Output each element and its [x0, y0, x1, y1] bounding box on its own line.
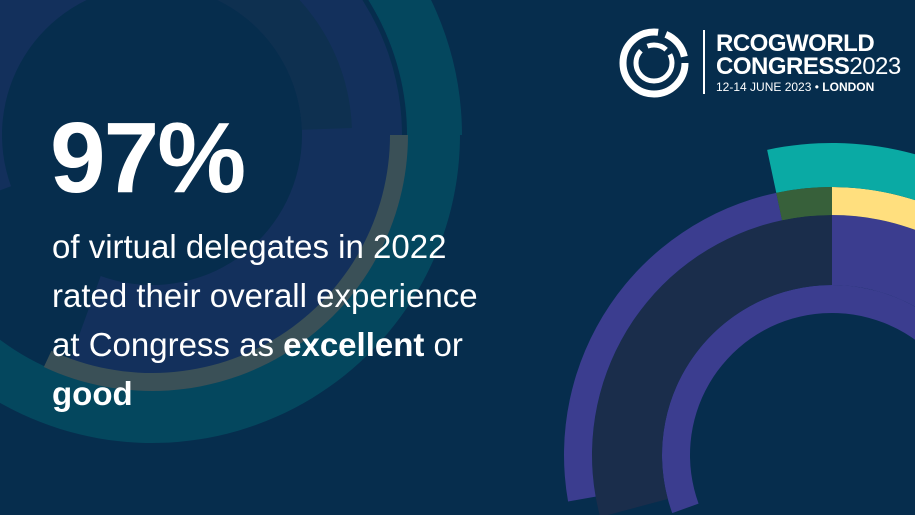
headline-stat: 97% — [50, 102, 246, 214]
emphasis-good: good — [52, 375, 133, 412]
description-line-3: at Congress as excellent or — [52, 320, 572, 369]
logo-text: RCOGWORLD CONGRESS2023 12-14 JUNE 2023 •… — [716, 30, 901, 94]
logo-title-line-1: RCOGWORLD — [716, 30, 875, 57]
rcog-circle-logo-icon — [619, 28, 689, 98]
left-teal-upper — [369, 0, 462, 135]
right-green-overlap — [776, 187, 832, 221]
description-line-1: of virtual delegates in 2022 — [52, 228, 447, 265]
logo-congress: CONGRESS — [716, 53, 850, 80]
right-navy-band — [592, 215, 832, 515]
logo-date-line: 12-14 JUNE 2023 • LONDON — [716, 81, 901, 93]
left-dark-segment — [217, 0, 352, 130]
logo-year: 2023 — [849, 53, 901, 80]
description-line-4: good — [52, 369, 572, 418]
logo-dates: 12-14 JUNE 2023 — [716, 80, 812, 94]
rcog-world-congress-logo: RCOGWORLD CONGRESS2023 12-14 JUNE 2023 •… — [618, 28, 901, 98]
right-outer-purple-arc — [564, 192, 783, 502]
left-teal-arc — [0, 0, 460, 443]
logo-city: LONDON — [822, 80, 875, 94]
line3-end: or — [424, 326, 463, 363]
left-gray-arc — [43, 135, 409, 392]
description-line-2: rated their overall experience — [52, 277, 478, 314]
logo-separator: • — [814, 80, 819, 94]
logo-title-line-2: CONGRESS2023 — [716, 55, 901, 79]
logo-divider — [703, 30, 705, 94]
right-teal-arc — [767, 143, 915, 201]
right-purple-fill — [832, 215, 915, 307]
emphasis-excellent: excellent — [283, 326, 425, 363]
headline-description: of virtual delegates in 2022 rated their… — [52, 222, 572, 418]
right-yellow-arc — [832, 187, 915, 230]
line3-text: at Congress as — [52, 326, 284, 363]
right-inner-purple-ring — [662, 285, 915, 514]
